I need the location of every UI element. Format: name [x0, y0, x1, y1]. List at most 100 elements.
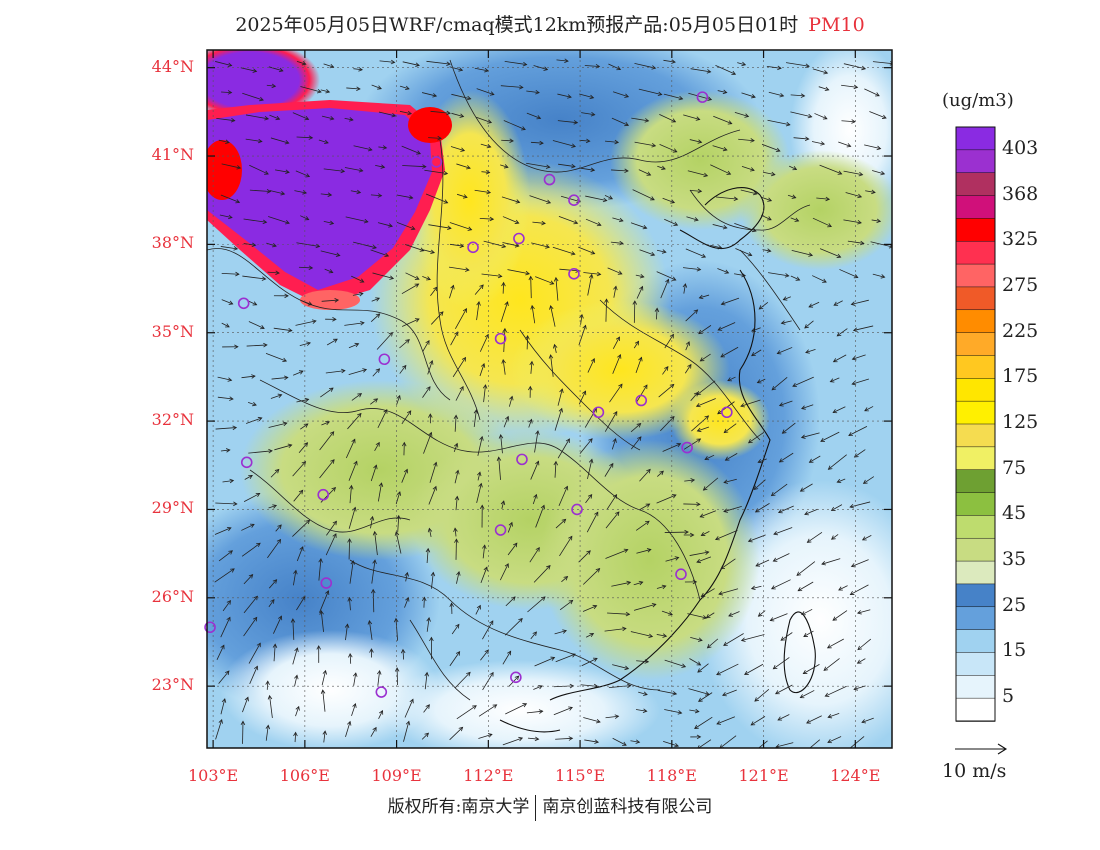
wind-arrow — [766, 65, 782, 71]
wind-arrow — [723, 423, 737, 434]
wind-arrow — [429, 636, 434, 660]
wind-arrow — [394, 531, 402, 554]
wind-arrow — [374, 441, 380, 452]
wind-arrow — [275, 524, 282, 532]
wind-arrow — [660, 278, 670, 299]
wind-reference-label: 10 m/s — [942, 760, 1007, 782]
wind-arrow — [351, 275, 365, 283]
wind-arrow — [507, 521, 513, 533]
wind-arrow — [454, 469, 460, 484]
wind-arrow — [578, 550, 591, 563]
wind-arrow — [246, 342, 268, 348]
wind-arrow — [248, 321, 265, 330]
wind-arrow — [268, 216, 290, 225]
wind-arrow — [713, 115, 733, 125]
colorbar-swatch — [955, 195, 996, 220]
wind-arrow — [454, 538, 459, 560]
wind-arrow — [585, 632, 595, 638]
wind-arrow — [501, 196, 521, 204]
lon-label: 109°E — [371, 766, 422, 785]
wind-arrow — [555, 653, 576, 663]
wind-arrow — [404, 698, 414, 718]
wind-arrow — [370, 313, 381, 322]
wind-arrow — [630, 436, 642, 450]
colorbar-swatch — [955, 172, 996, 197]
lon-label: 118°E — [646, 766, 697, 785]
colorbar-swatch — [955, 309, 996, 334]
lat-label: 38°N — [151, 233, 194, 253]
map-frame — [206, 49, 893, 749]
wind-arrow — [612, 353, 622, 374]
wind-arrow — [473, 409, 479, 427]
wind-arrow — [293, 731, 298, 743]
wind-arrow — [404, 571, 410, 582]
wind-arrow — [803, 630, 814, 637]
wind-arrow — [699, 510, 716, 518]
wind-arrow — [554, 629, 567, 635]
city-marker — [721, 406, 733, 419]
wind-arrow — [451, 93, 472, 101]
wind-arrow — [864, 406, 874, 412]
wind-arrow — [611, 117, 630, 127]
wind-arrow — [401, 283, 420, 295]
wind-arrow — [504, 60, 528, 67]
wind-arrow — [320, 192, 333, 197]
wind-arrow — [526, 162, 551, 169]
wind-arrow — [635, 520, 650, 531]
wind-arrow — [829, 377, 840, 383]
wind-arrow — [630, 222, 648, 230]
wind-arrow — [705, 612, 715, 619]
wind-arrow — [814, 113, 828, 120]
city-marker — [510, 671, 522, 684]
wind-arrow — [500, 84, 524, 90]
wind-arrow — [503, 120, 526, 131]
wind-arrow — [555, 518, 567, 529]
colorbar-swatch — [955, 492, 996, 517]
lon-label: 124°E — [830, 766, 881, 785]
city-marker — [494, 332, 507, 345]
wind-arrow — [266, 83, 277, 89]
wind-arrow — [604, 411, 618, 432]
wind-arrow — [393, 617, 399, 641]
colorbar-swatch — [955, 537, 996, 562]
wind-arrow — [630, 631, 654, 639]
wind-arrow — [375, 164, 386, 169]
wind-arrow — [351, 703, 357, 717]
wind-arrow — [453, 527, 458, 537]
wind-arrow — [684, 478, 696, 483]
wind-arrow — [215, 718, 223, 740]
wind-arrow — [299, 341, 311, 347]
wind-arrow — [294, 674, 299, 687]
lat-label: 29°N — [151, 498, 194, 518]
wind-arrow — [683, 114, 701, 121]
wind-arrow — [378, 145, 388, 150]
wind-arrow — [820, 431, 840, 442]
colorbar-unit: (ug/m3) — [942, 90, 1014, 111]
wind-arrow — [578, 246, 596, 255]
wind-arrow — [348, 342, 360, 349]
wind-arrow — [449, 66, 464, 72]
wind-arrow — [296, 397, 310, 403]
wind-arrow — [581, 112, 596, 117]
wind-arrow — [836, 328, 848, 337]
wind-arrow — [848, 426, 868, 437]
wind-arrow — [242, 696, 249, 713]
wind-arrow — [850, 299, 869, 306]
wind-arrow — [533, 65, 549, 71]
wind-arrow — [428, 224, 452, 231]
wind-arrow — [452, 356, 466, 378]
colorbar-label: 368 — [1002, 182, 1039, 205]
wind-arrow — [322, 730, 327, 743]
wind-arrow — [532, 220, 546, 226]
wind-arrow — [662, 197, 676, 204]
wind-arrow — [612, 664, 630, 671]
wind-arrow — [220, 698, 227, 715]
wind-arrow — [558, 485, 569, 507]
wind-arrow — [430, 286, 438, 297]
wind-arrow — [449, 284, 455, 299]
wind-arrow — [347, 538, 352, 560]
wind-arrow — [683, 502, 701, 507]
wind-arrow — [611, 580, 632, 587]
wind-arrow — [535, 276, 555, 285]
colorbar-swatch — [955, 263, 996, 288]
